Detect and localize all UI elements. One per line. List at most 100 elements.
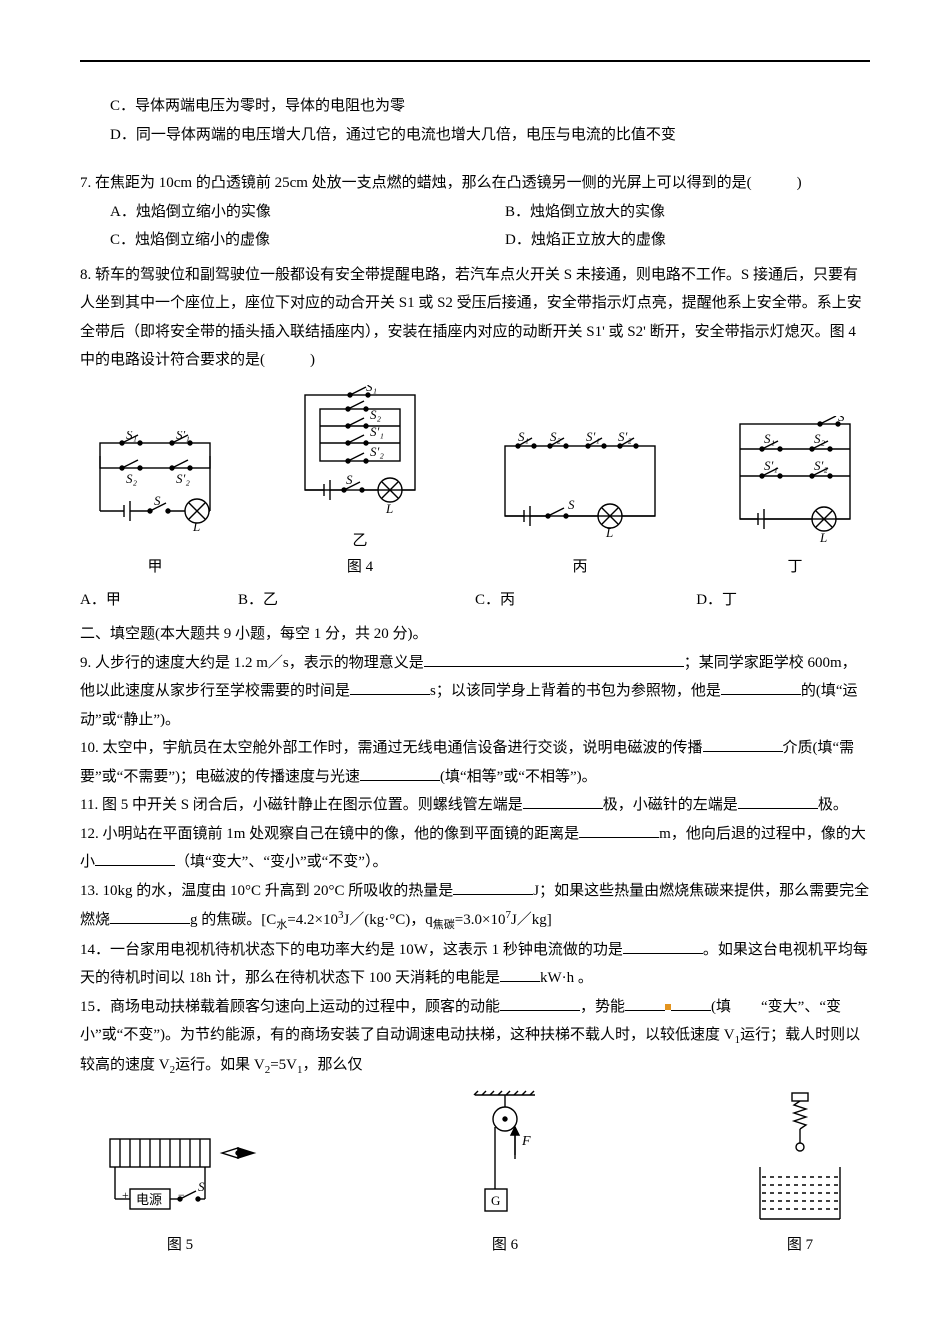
q15-text-e: 运行。如果 V — [175, 1057, 265, 1073]
q9-blank3 — [721, 679, 801, 695]
fig5: + 电源 − S 图 5 — [80, 1119, 280, 1260]
q12-text-a: 12. 小明站在平面镜前 1m 处观察自己在镜中的像，他的像到平面镜的距离是 — [80, 826, 579, 842]
q8-option-b: B．乙 — [238, 586, 475, 615]
q13-text-a: 13. 10kg 的水，温度由 10°C 升高到 20°C 所吸收的热量是 — [80, 883, 453, 899]
q13-sub-coal: 焦碳 — [433, 919, 455, 931]
q12-blank1 — [579, 822, 659, 838]
q11: 11. 图 5 中开关 S 闭合后，小磁针静止在图示位置。则螺线管左端是极，小磁… — [80, 791, 870, 820]
q8-fig-yi-label: 乙 — [352, 527, 367, 556]
circuit-ding-svg: S S₁ S₂ S′₁ S′₂ L — [720, 416, 870, 551]
q14-blank2 — [500, 966, 540, 982]
q13-blank2 — [110, 908, 190, 924]
top-rule — [80, 60, 870, 62]
svg-text:G: G — [491, 1193, 500, 1208]
svg-text:S′₂: S′₂ — [176, 471, 190, 486]
fig6-label: 图 6 — [492, 1231, 518, 1260]
svg-text:S′₁: S′₁ — [586, 431, 600, 444]
q13-blank1 — [453, 879, 533, 895]
svg-text:L: L — [192, 519, 200, 534]
q8-fig-jia-label: 甲 — [147, 553, 162, 582]
q12-blank2 — [95, 850, 175, 866]
bottom-figures: + 电源 − S 图 5 — [80, 1089, 870, 1260]
svg-text:S′₂: S′₂ — [814, 458, 828, 473]
q6-option-d: D．同一导体两端的电压增大几倍，通过它的电流也增大几倍，电压与电流的比值不变 — [80, 121, 870, 150]
fig7-label: 图 7 — [787, 1231, 813, 1260]
q8-figures: S₁ S′₁ S₂ S′₂ S L 甲 — [80, 385, 870, 582]
q8-fig-ding-label: 丁 — [787, 553, 802, 582]
q14-text-a: 14．一台家用电视机待机状态下的电功率大约是 10W，这表示 1 秒钟电流做的功… — [80, 942, 623, 958]
q15-blank2b — [671, 995, 711, 1011]
svg-text:L: L — [605, 525, 613, 540]
q6-option-c: C．导体两端电压为零时，导体的电阻也为零 — [80, 92, 870, 121]
fig7-svg — [730, 1089, 870, 1229]
q13-text-e: J／(kg·°C)，q — [343, 912, 432, 928]
q8-fig-bing: S₁ S₂ S′₁ S′₂ S L 丙 — [490, 431, 670, 582]
q15-blank1 — [500, 995, 580, 1011]
q8-fig-yi: S₁ S₂ S′₁ S′₂ S L 乙 图 4 — [280, 385, 440, 582]
q10-text-c: (填“相等”或“不相等”)。 — [440, 769, 597, 785]
fig6: F G 图 6 — [440, 1089, 570, 1260]
svg-text:S₂: S₂ — [126, 471, 138, 486]
fig7: 图 7 — [730, 1089, 870, 1260]
svg-text:F: F — [521, 1134, 531, 1149]
q14: 14．一台家用电视机待机状态下的电功率大约是 10W，这表示 1 秒钟电流做的功… — [80, 936, 870, 993]
q10: 10. 太空中，宇航员在太空舱外部工作时，需通过无线电通信设备进行交谈，说明电磁… — [80, 734, 870, 791]
exam-page: C．导体两端电压为零时，导体的电阻也为零 D．同一导体两端的电压增大几倍，通过它… — [0, 0, 950, 1300]
q7-option-a: A．烛焰倒立缩小的实像 — [80, 198, 475, 227]
fig6-svg: F G — [440, 1089, 570, 1229]
svg-text:S₂: S₂ — [814, 431, 826, 446]
svg-text:L: L — [385, 501, 393, 516]
q8-option-a: A．甲 — [80, 586, 238, 615]
q8-fig-bing-label: 丙 — [572, 553, 587, 582]
q7-option-c: C．烛焰倒立缩小的虚像 — [80, 226, 475, 255]
q15-text-g: ，那么仅 — [302, 1057, 362, 1073]
svg-text:S′₂: S′₂ — [370, 444, 384, 459]
q15-text-b: ，势能 — [580, 999, 625, 1015]
q15: 15．商场电动扶梯载着顾客匀速向上运动的过程中，顾客的动能，势能(填 “变大”、… — [80, 993, 870, 1081]
q13-text-c: g 的焦碳。[C — [190, 912, 276, 928]
q11-text-b: 极，小磁针的左端是 — [603, 797, 738, 813]
svg-text:S₂: S₂ — [370, 407, 382, 422]
q13: 13. 10kg 的水，温度由 10°C 升高到 20°C 所吸收的热量是J；如… — [80, 877, 870, 936]
q8-option-c: C．丙 — [475, 586, 696, 615]
svg-text:S₁: S₁ — [126, 431, 137, 442]
q10-blank1 — [703, 736, 783, 752]
svg-text:S′₁: S′₁ — [764, 458, 778, 473]
svg-text:+: + — [122, 1188, 129, 1202]
q11-blank1 — [523, 793, 603, 809]
circuit-bing-svg: S₁ S₂ S′₁ S′₂ S L — [490, 431, 670, 551]
q9: 9. 人步行的速度大约是 1.2 m／s，表示的物理意义是；某同学家距学校 60… — [80, 649, 870, 735]
q8-stem: 8. 轿车的驾驶位和副驾驶位一般都设有安全带提醒电路，若汽车点火开关 S 未接通… — [80, 261, 870, 375]
circuit-jia-svg: S₁ S′₁ S₂ S′₂ S L — [80, 431, 230, 551]
svg-text:电源: 电源 — [136, 1192, 162, 1207]
q15-blank2 — [625, 995, 665, 1011]
fig5-svg: + 电源 − S — [80, 1119, 280, 1229]
svg-text:S: S — [568, 497, 575, 512]
q12-text-c: （填“变大”、“变小”或“不变”）。 — [175, 854, 387, 870]
q11-blank2 — [738, 793, 818, 809]
q13-text-d: =4.2×10 — [287, 912, 338, 928]
svg-text:S′₂: S′₂ — [618, 431, 632, 444]
q8-fig-ding: S S₁ S₂ S′₁ S′₂ L 丁 — [720, 416, 870, 582]
q9-blank1 — [424, 651, 684, 667]
svg-text:S′₁: S′₁ — [370, 424, 384, 439]
q7-stem: 7. 在焦距为 10cm 的凸透镜前 25cm 处放一支点燃的蜡烛，那么在凸透镜… — [80, 169, 870, 198]
svg-text:L: L — [819, 530, 827, 545]
svg-text:S₁: S₁ — [764, 431, 775, 446]
q8-fig4-caption: 图 4 — [347, 553, 373, 582]
svg-text:S: S — [198, 1179, 205, 1194]
q14-blank1 — [623, 938, 703, 954]
section2-title: 二、填空题(本大题共 9 小题，每空 1 分，共 20 分)。 — [80, 620, 870, 649]
q12: 12. 小明站在平面镜前 1m 处观察自己在镜中的像，他的像到平面镜的距离是m，… — [80, 820, 870, 877]
q14-text-c: kW·h 。 — [540, 970, 593, 986]
q15-text-f: =5V — [270, 1057, 297, 1073]
svg-text:S′₁: S′₁ — [176, 431, 190, 442]
svg-text:S₁: S₁ — [518, 431, 529, 444]
q13-text-g: J／kg] — [511, 912, 552, 928]
q15-text-a: 15．商场电动扶梯载着顾客匀速向上运动的过程中，顾客的动能 — [80, 999, 500, 1015]
q7-options-row1: A．烛焰倒立缩小的实像 B．烛焰倒立放大的实像 — [80, 198, 870, 227]
q9-text-a: 9. 人步行的速度大约是 1.2 m／s，表示的物理意义是 — [80, 655, 424, 671]
circuit-yi-svg: S₁ S₂ S′₁ S′₂ S L — [280, 385, 440, 525]
svg-text:S: S — [154, 493, 161, 508]
q10-blank2 — [360, 765, 440, 781]
